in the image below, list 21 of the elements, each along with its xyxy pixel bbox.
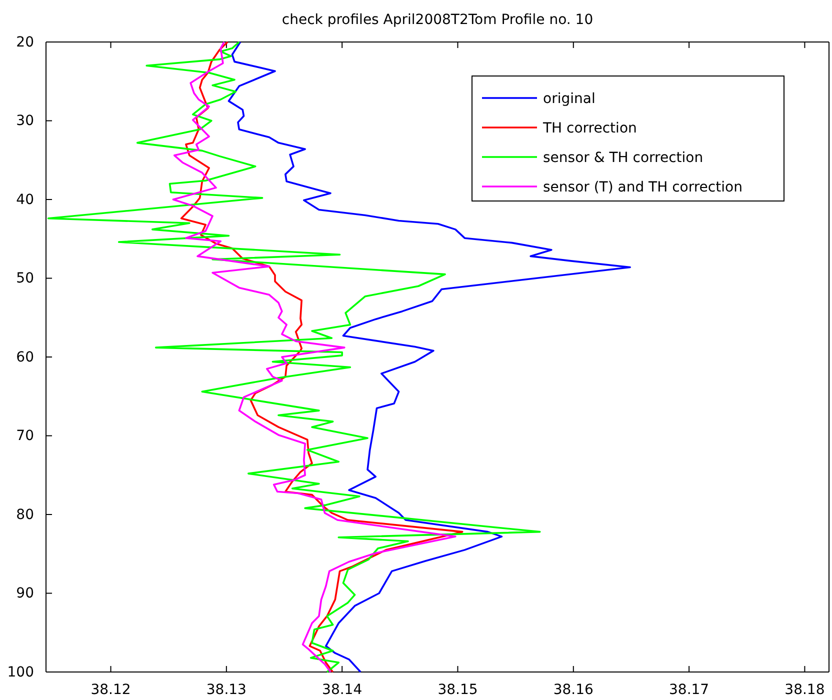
legend-label: TH correction xyxy=(542,120,637,136)
y-tick-label: 20 xyxy=(16,34,34,50)
x-tick-label: 38.13 xyxy=(206,682,246,698)
chart-title: check profiles April2008T2Tom Profile no. 10 xyxy=(282,12,594,28)
legend-label: sensor (T) and TH correction xyxy=(543,180,742,196)
y-tick-label: 80 xyxy=(16,506,34,523)
x-tick-label: 38.12 xyxy=(90,682,131,698)
y-tick-label: 90 xyxy=(16,586,34,602)
x-tick-label: 38.16 xyxy=(553,682,594,698)
y-tick-label: 60 xyxy=(16,349,34,366)
x-tick-label: 38.14 xyxy=(322,682,362,698)
y-tick-label: 50 xyxy=(16,270,34,287)
legend-label: sensor & TH correction xyxy=(543,150,704,166)
y-tick-label: 30 xyxy=(16,113,34,130)
x-tick-label: 38.18 xyxy=(784,682,825,698)
y-tick-label: 70 xyxy=(16,428,34,444)
y-tick-label: 40 xyxy=(16,192,34,208)
y-tick-label: 100 xyxy=(7,664,34,680)
legend-label: original xyxy=(543,91,596,107)
x-tick-label: 38.15 xyxy=(438,682,478,698)
x-tick-label: 38.17 xyxy=(669,682,710,698)
